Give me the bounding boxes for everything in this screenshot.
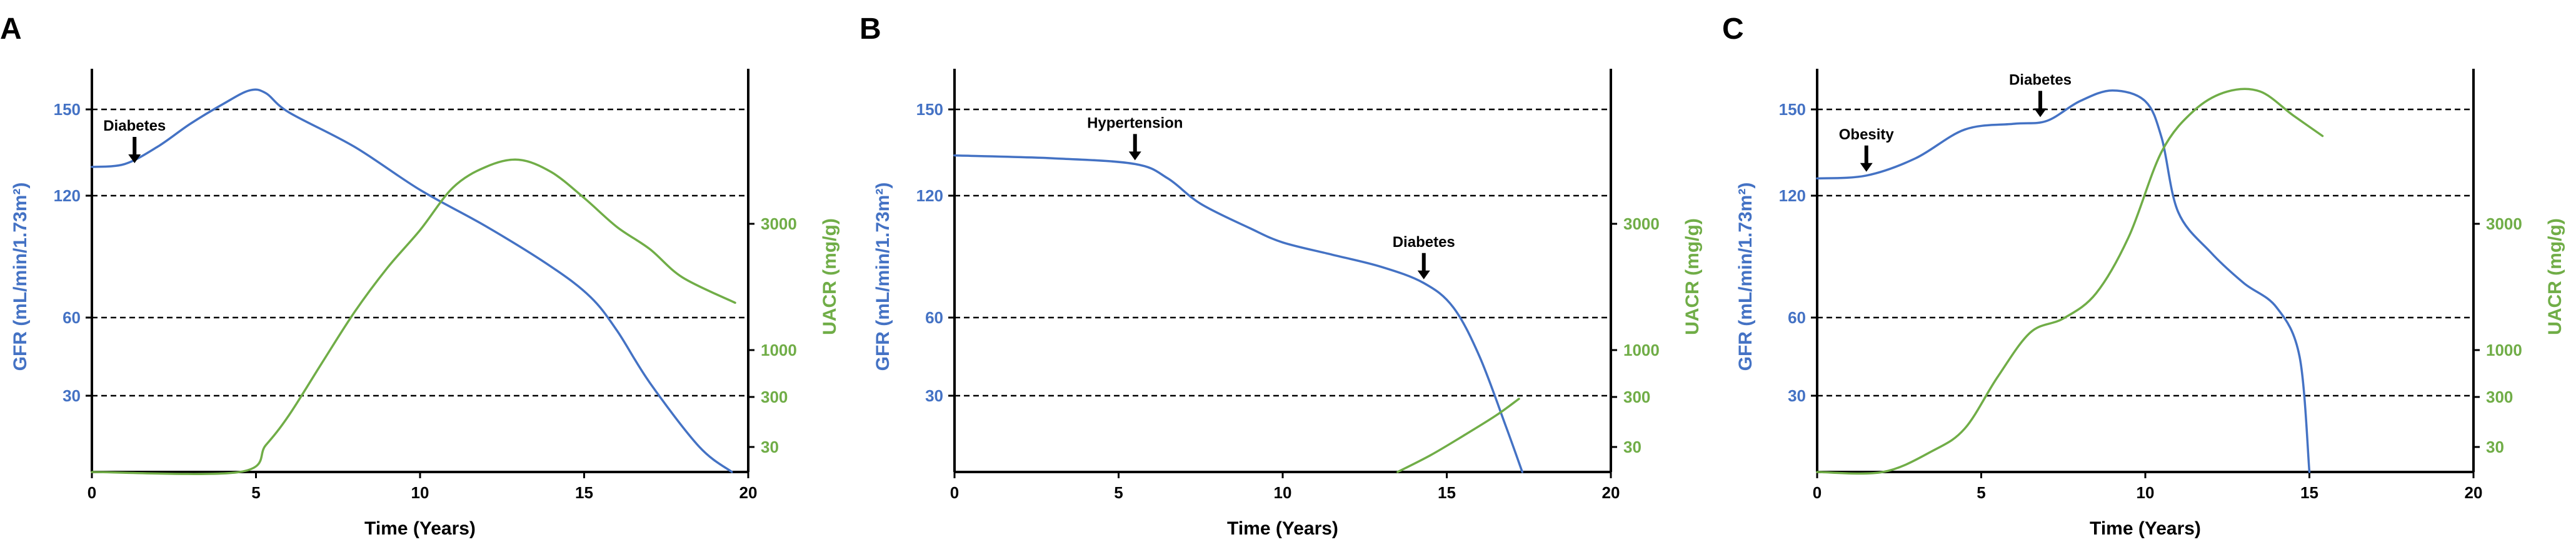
gridlines xyxy=(92,108,748,397)
annotation-diabetes: Diabetes xyxy=(2009,71,2072,118)
annotation-label: Hypertension xyxy=(1087,114,1183,131)
x-tick-label: 0 xyxy=(950,483,959,502)
down-arrow-icon xyxy=(1417,253,1430,279)
gfr-tick-label: 60 xyxy=(925,308,943,327)
gfr-line xyxy=(91,88,733,473)
uacr-axis-label: UACR (mg/g) xyxy=(1682,218,1703,335)
gfr-tick-label: 120 xyxy=(1779,186,1806,205)
annotation-label: Diabetes xyxy=(1393,234,1455,251)
x-axis-label: Time (Years) xyxy=(364,518,476,539)
gfr-tick-label: 30 xyxy=(925,386,943,405)
tick-labels: 0 5 10 15 20 30 60 120 150 30 300 1000 3… xyxy=(54,100,797,502)
gfr-line xyxy=(1816,89,2311,473)
x-tick-label: 10 xyxy=(1274,483,1292,502)
annotation-hypertension: Hypertension xyxy=(1087,114,1183,161)
panel-letter: C xyxy=(1722,13,1744,46)
annotation-obesity: Obesity xyxy=(1839,126,1895,172)
x-tick-label: 15 xyxy=(1438,483,1456,502)
annotation-diabetes: Diabetes xyxy=(1393,234,1455,279)
gfr-axis-label: GFR (mL/min/1.73m²) xyxy=(10,183,31,371)
x-tick-label: 15 xyxy=(575,483,593,502)
tick-labels: 0 5 10 15 20 30 60 120 150 30 300 1000 3… xyxy=(1779,100,2522,502)
down-arrow-icon xyxy=(1128,134,1141,161)
x-tick-label: 20 xyxy=(1602,483,1620,502)
x-tick-label: 0 xyxy=(88,483,96,502)
uacr-tick-label: 3000 xyxy=(2486,214,2522,233)
gfr-line xyxy=(953,154,1524,473)
uacr-tick-label: 1000 xyxy=(761,341,797,359)
x-tick-label: 5 xyxy=(251,483,260,502)
down-arrow-icon xyxy=(128,137,141,163)
gfr-tick-label: 30 xyxy=(63,386,81,405)
x-tick-label: 10 xyxy=(411,483,429,502)
uacr-tick-label: 30 xyxy=(2486,438,2504,456)
x-tick-label: 20 xyxy=(739,483,758,502)
annotation-label: Obesity xyxy=(1839,126,1895,143)
series-group xyxy=(953,154,1524,473)
down-arrow-icon xyxy=(1860,145,1873,172)
series-group xyxy=(91,88,736,475)
gfr-axis-label: GFR (mL/min/1.73m²) xyxy=(1735,183,1756,371)
uacr-tick-label: 300 xyxy=(1623,388,1650,406)
gfr-tick-label: 60 xyxy=(1788,308,1806,327)
x-tick-label: 5 xyxy=(1977,483,1985,502)
panel-c: C 0 5 10 15 20 30 60 120 150 30 300 1000… xyxy=(1722,13,2565,539)
series-group xyxy=(1816,88,2324,475)
axes xyxy=(948,69,1617,478)
uacr-tick-label: 300 xyxy=(761,388,788,406)
down-arrow-icon xyxy=(2034,91,2047,118)
gfr-tick-label: 150 xyxy=(1779,100,1806,119)
x-tick-label: 10 xyxy=(2137,483,2155,502)
uacr-line xyxy=(91,158,736,475)
axes xyxy=(86,69,754,478)
uacr-tick-label: 30 xyxy=(1623,438,1641,456)
panel-b: B 0 5 10 15 20 30 60 120 150 30 300 1000… xyxy=(860,13,1703,539)
x-tick-label: 15 xyxy=(2300,483,2318,502)
axes xyxy=(1811,69,2480,478)
panel-letter: B xyxy=(860,13,881,46)
panel-a: A 0 5 10 15 20 30 60 120 150 30 300 1000… xyxy=(0,13,840,539)
uacr-tick-label: 30 xyxy=(761,438,779,456)
x-tick-label: 0 xyxy=(1813,483,1822,502)
uacr-tick-label: 3000 xyxy=(761,214,797,233)
annotation-diabetes: Diabetes xyxy=(103,118,166,163)
uacr-axis-label: UACR (mg/g) xyxy=(819,218,840,335)
gridlines xyxy=(955,108,1611,397)
x-axis-label: Time (Years) xyxy=(2090,518,2201,539)
uacr-axis-label: UACR (mg/g) xyxy=(2545,218,2565,335)
tick-labels: 0 5 10 15 20 30 60 120 150 30 300 1000 3… xyxy=(916,100,1660,502)
annotation-label: Diabetes xyxy=(103,118,166,134)
gfr-tick-label: 120 xyxy=(54,186,81,205)
gfr-tick-label: 30 xyxy=(1788,386,1806,405)
gfr-tick-label: 120 xyxy=(916,186,943,205)
gfr-tick-label: 150 xyxy=(54,100,81,119)
gfr-axis-label: GFR (mL/min/1.73m²) xyxy=(873,183,893,371)
uacr-tick-label: 1000 xyxy=(2486,341,2522,359)
gridlines xyxy=(1817,108,2473,397)
panel-letter: A xyxy=(0,13,22,46)
x-tick-label: 20 xyxy=(2465,483,2483,502)
gfr-tick-label: 150 xyxy=(916,100,943,119)
x-axis-label: Time (Years) xyxy=(1227,518,1338,539)
annotation-label: Diabetes xyxy=(2009,71,2072,88)
uacr-tick-label: 3000 xyxy=(1623,214,1660,233)
uacr-tick-label: 1000 xyxy=(1623,341,1660,359)
uacr-line xyxy=(1396,398,1520,473)
x-tick-label: 5 xyxy=(1114,483,1123,502)
gfr-tick-label: 60 xyxy=(63,308,81,327)
uacr-line xyxy=(1816,88,2324,475)
uacr-tick-label: 300 xyxy=(2486,388,2513,406)
